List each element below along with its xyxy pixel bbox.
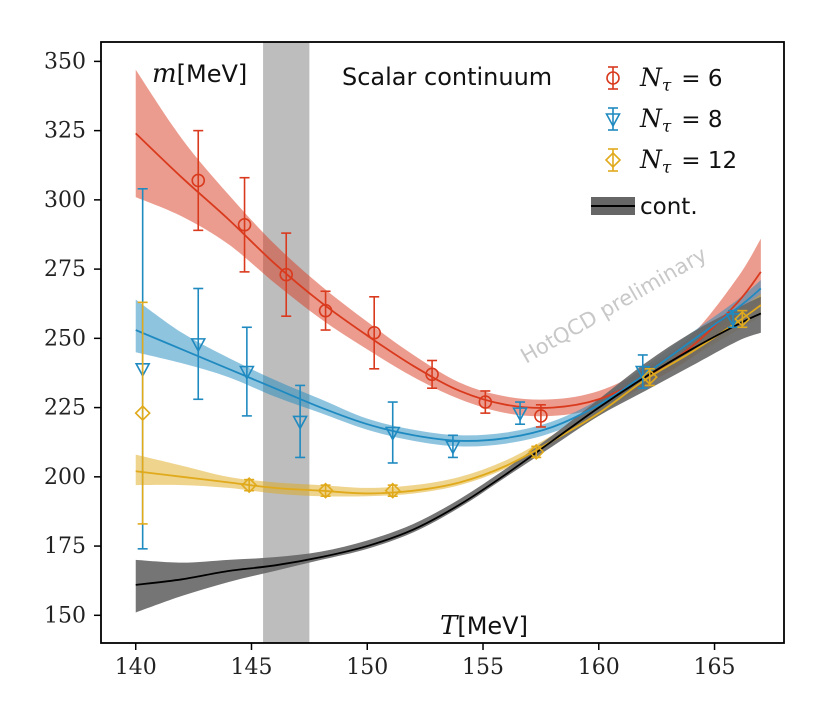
marker-diamond <box>734 310 751 328</box>
y-axis-label: m[MeV] <box>152 59 247 89</box>
plot-frame <box>100 41 785 644</box>
x-tick-label: 150 <box>346 655 388 680</box>
data-point-n-8 <box>634 354 651 389</box>
marker-triangle <box>445 440 461 456</box>
legend-label: Nτ = 12 <box>639 145 737 178</box>
data-point-n-12 <box>528 443 545 461</box>
fit-line-cont <box>135 312 762 586</box>
marker-circle <box>191 173 206 188</box>
legend-item: Nτ = 8 <box>605 104 723 137</box>
fit-line-n-12 <box>135 304 762 495</box>
marker-diamond <box>528 443 545 461</box>
y-tick-label: 325 <box>44 119 86 144</box>
data-point-n-12 <box>317 482 334 499</box>
data-point-n-6 <box>237 176 252 273</box>
fit-band-n-12 <box>135 294 761 497</box>
data-point-n-6 <box>534 404 548 428</box>
fit-bands <box>135 42 761 643</box>
marker-diamond <box>241 477 258 494</box>
marker-circle <box>367 326 382 340</box>
x-tick-label: 165 <box>694 655 736 680</box>
fit-band-cont <box>135 296 761 613</box>
y-tick-label: 200 <box>44 465 86 490</box>
legend-item: Nτ = 12 <box>604 145 737 178</box>
marker-circle <box>606 71 620 85</box>
data-point-n-8 <box>239 326 255 417</box>
data-point-n-6 <box>478 390 493 414</box>
data-point-n-8 <box>292 384 308 459</box>
y-tick-label: 225 <box>44 396 86 421</box>
chart-title: Scalar continuum <box>342 63 552 91</box>
data-point-n-6 <box>279 232 294 317</box>
data-point-n-6 <box>425 359 439 389</box>
transition-band <box>263 42 310 643</box>
marker-circle <box>425 367 439 382</box>
y-tick-label: 350 <box>44 49 86 74</box>
data-point-n-8 <box>190 287 207 401</box>
marker-triangle <box>634 365 651 381</box>
y-tick-label: 300 <box>44 188 86 213</box>
legend-item: Nτ = 6 <box>606 63 723 96</box>
legend-label: Nτ = 8 <box>639 104 723 137</box>
marker-triangle <box>512 407 528 422</box>
legend-label: Nτ = 6 <box>639 63 723 96</box>
marker-diamond <box>604 151 622 169</box>
data-point-n-6 <box>318 290 333 331</box>
y-tick-label: 175 <box>44 534 86 559</box>
marker-triangle <box>239 365 255 381</box>
marker-circle <box>237 217 252 232</box>
marker-triangle <box>605 113 621 128</box>
marker-triangle <box>384 426 401 442</box>
marker-circle <box>279 267 294 282</box>
y-tick-label: 150 <box>44 603 86 628</box>
marker-diamond <box>317 482 334 499</box>
data-point-n-8 <box>384 401 401 464</box>
fit-band-n-6 <box>135 69 761 417</box>
y-tick-label: 275 <box>44 257 86 282</box>
legend-item: cont. <box>591 194 698 220</box>
x-axis: 140 145 150 155 160 165 <box>115 643 736 680</box>
data-point-n-12 <box>241 477 258 494</box>
y-axis: 150 175 200 225 250 275 300 325 350 <box>44 49 101 628</box>
marker-diamond <box>384 482 401 499</box>
marker-diamond <box>134 404 151 422</box>
data-point-n-8 <box>445 434 461 459</box>
legend-label: cont. <box>640 194 698 220</box>
marker-triangle <box>292 415 308 431</box>
x-tick-label: 155 <box>462 655 504 680</box>
data-point-n-12 <box>384 482 401 499</box>
x-tick-label: 160 <box>578 655 620 680</box>
marker-circle <box>478 395 493 409</box>
data-point-n-6 <box>367 296 382 370</box>
data-points <box>134 129 751 550</box>
y-tick-label: 250 <box>44 326 86 351</box>
data-point-n-12 <box>641 368 658 387</box>
legend: Nτ = 6 Nτ = 8 Nτ = 12 cont. <box>591 63 737 220</box>
marker-diamond <box>641 368 658 386</box>
x-tick-label: 140 <box>115 655 157 680</box>
data-point-n-8 <box>512 401 528 426</box>
x-axis-label: T[MeV] <box>440 611 528 641</box>
data-point-n-12 <box>734 309 751 329</box>
data-point-n-6 <box>191 129 206 232</box>
marker-triangle <box>190 338 207 353</box>
marker-circle <box>534 409 548 423</box>
marker-circle <box>318 303 333 318</box>
x-tick-label: 145 <box>230 655 272 680</box>
data-point-n-12 <box>134 301 151 525</box>
